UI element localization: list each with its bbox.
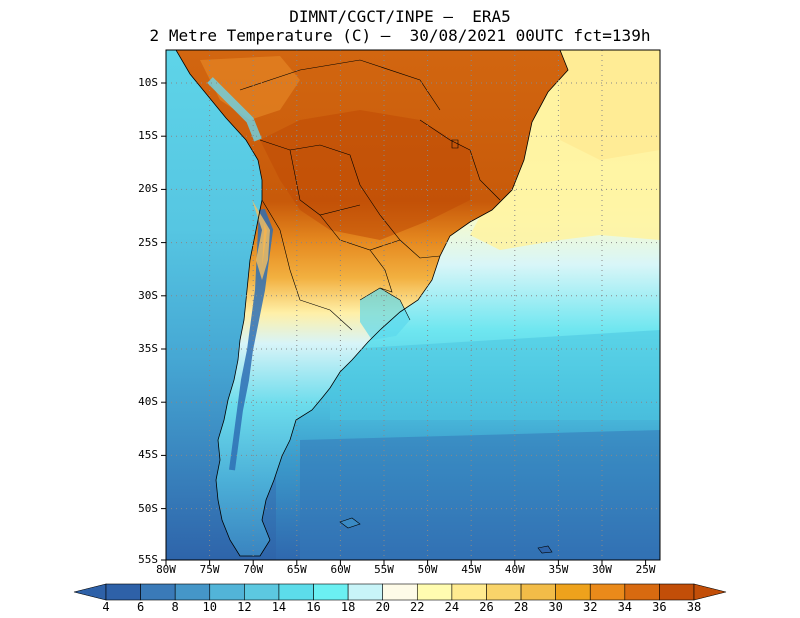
colorbar-label: 14 [271, 600, 287, 614]
map-title-line1: DIMNT/CGCT/INPE – ERA5 [289, 7, 511, 26]
colorbar-label: 20 [375, 600, 390, 614]
map-field [166, 50, 660, 560]
country-borders [239, 59, 501, 331]
grid-lines [166, 50, 660, 560]
colorbar-high-arrow [693, 583, 727, 601]
colorbar-label: 6 [136, 600, 145, 614]
lat-tick-label: 10S [138, 76, 158, 89]
south-georgia-island [537, 545, 553, 554]
lon-tick-label: 70W [243, 563, 264, 576]
colorbar-label: 36 [652, 600, 667, 614]
lat-tick-label: 50S [138, 501, 158, 515]
colorbar-label: 32 [583, 600, 598, 614]
falkland-islands [339, 517, 361, 529]
colorbar-label: 4 [102, 600, 110, 614]
colorbar-swatch [382, 583, 418, 601]
lat-tick-label: 55S [138, 553, 158, 566]
lat-tick-label: 35S [138, 342, 158, 355]
colorbar-label: 28 [513, 600, 529, 614]
lon-tick-label: 65W [286, 563, 307, 576]
colorbar-swatch [486, 583, 522, 601]
southern-ocean-band [300, 430, 660, 560]
colorbar-swatch [659, 583, 695, 601]
colorbar-label: 18 [340, 600, 356, 614]
colorbar-swatch [209, 583, 245, 601]
pacific-coastline [175, 50, 271, 557]
lat-tick-label: 25S [138, 235, 158, 249]
lon-tick-label: 80W [156, 563, 176, 576]
colorbar-label: 34 [617, 600, 633, 614]
lon-tick-label: 25W [635, 563, 656, 576]
colorbar-swatch [451, 583, 487, 601]
atlantic-coastline [261, 50, 569, 541]
colorbar-swatch [347, 583, 384, 601]
colorbar-label: 22 [410, 600, 425, 614]
lon-tick-label: 30W [592, 563, 612, 576]
axis-ticks [161, 82, 647, 565]
colorbar-label: 16 [306, 600, 321, 614]
colorbar-swatch [313, 583, 349, 601]
lon-tick-label: 35W [548, 563, 569, 576]
colorbar-label: 26 [479, 600, 494, 614]
colorbar-swatch [105, 583, 141, 601]
map-frame [165, 49, 661, 561]
coastal-warm-strip [252, 200, 270, 280]
lat-tick-label: 45S [138, 448, 158, 462]
colorbar-swatch [555, 583, 591, 601]
altiplano-warm [200, 56, 300, 120]
lon-tick-label: 60W [330, 563, 351, 576]
colorbar-swatch [174, 583, 211, 601]
warm-sst-patch [560, 50, 660, 160]
map-title-line2: 2 Metre Temperature (C) – 30/08/2021 00U… [149, 26, 651, 45]
andes-north-ridge [207, 77, 262, 142]
midlat-ocean-band [330, 330, 660, 420]
lon-tick-label: 55W [374, 563, 394, 576]
colorbar-swatch [520, 583, 556, 601]
colorbar-label: 24 [444, 600, 460, 614]
colorbar-swatch [416, 583, 453, 601]
colorbar-label: 38 [686, 600, 702, 614]
lon-tick-label: 40W [504, 563, 525, 576]
lat-tick-label: 15S [138, 129, 158, 143]
colorbar [73, 583, 727, 601]
colorbar-swatch [244, 583, 280, 601]
colorbar-swatch [278, 583, 314, 601]
uruguay-cool-patch [360, 288, 410, 340]
lon-tick-label: 45W [461, 563, 482, 576]
colorbar-label: 10 [202, 600, 217, 614]
colorbar-label: 12 [237, 600, 252, 614]
lat-tick-label: 20S [138, 182, 158, 196]
colorbar-swatch [624, 583, 660, 601]
lat-tick-label: 30S [138, 288, 158, 302]
hot-interior-core [260, 110, 470, 240]
lat-tick-label: 40S [138, 395, 158, 409]
colorbar-swatch [589, 583, 626, 601]
colorbar-low-arrow [73, 583, 107, 601]
colorbar-swatch [140, 583, 176, 601]
andes-cold-ridge [229, 208, 274, 471]
colorbar-label: 8 [171, 600, 179, 614]
lon-tick-label: 75W [199, 563, 220, 576]
colorbar-label: 30 [548, 600, 563, 614]
lon-tick-label: 50W [417, 563, 438, 576]
